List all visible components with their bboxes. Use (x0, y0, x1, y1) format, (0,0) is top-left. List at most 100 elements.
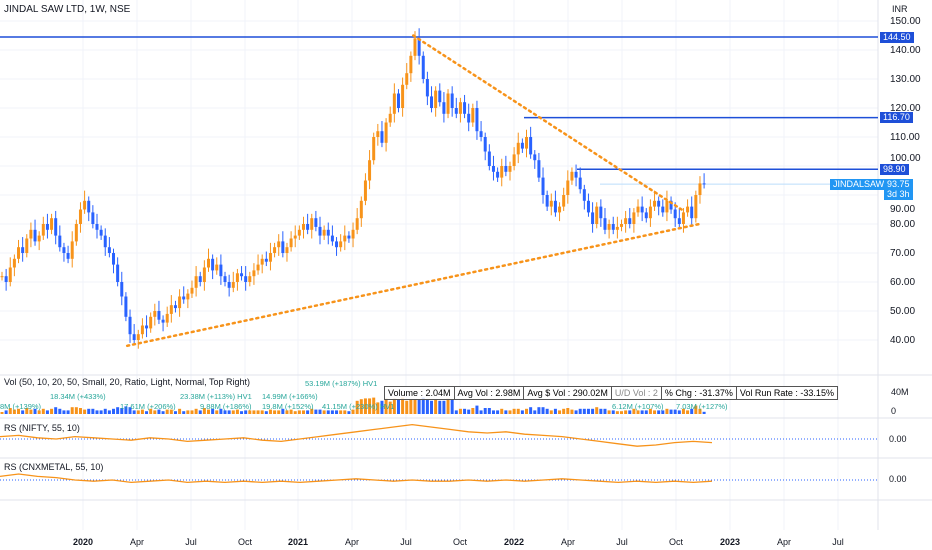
volume-bar (107, 410, 111, 414)
volume-bar (690, 408, 694, 414)
candle-body (91, 212, 95, 224)
candle-body (500, 166, 504, 178)
volume-bar (99, 410, 103, 414)
volume-bar (227, 410, 231, 414)
rs-nifty-zero: 0.00 (889, 434, 907, 444)
volume-bar (83, 409, 87, 414)
volume-bar (281, 408, 285, 414)
x-tick-label: Oct (453, 537, 468, 547)
candle-body (252, 270, 256, 277)
y-tick-label: 120.00 (890, 103, 921, 114)
volume-bar (50, 408, 54, 414)
stat-avg-dollar-vol: Avg $ Vol : 290.02M (524, 387, 612, 399)
candle-body (145, 325, 149, 329)
candle-body (603, 218, 607, 230)
stat-run-rate: Vol Run Rate : -33.15% (739, 388, 834, 398)
volume-bar (310, 408, 314, 414)
stat-avg-vol: Avg Vol : 2.98M (455, 387, 525, 399)
volume-bar (500, 408, 504, 414)
volume-annotation: 9.88M (+186%) (200, 402, 252, 411)
volume-bar (116, 407, 120, 414)
candle-body (628, 218, 632, 224)
volume-bar (306, 410, 310, 414)
candle-body (702, 183, 706, 185)
candle-body (223, 276, 227, 282)
x-tick-label: Oct (669, 537, 684, 547)
candle-body (45, 224, 49, 230)
volume-bar (446, 398, 450, 414)
candle-body (248, 276, 252, 282)
candle-body (512, 154, 516, 166)
candle-body (120, 282, 124, 297)
volume-bar (169, 409, 173, 414)
volume-bar (644, 410, 648, 414)
candle-body (413, 38, 417, 56)
candle-body (149, 316, 153, 329)
candle-body (677, 218, 681, 224)
y-tick-label: 70.00 (890, 248, 915, 259)
volume-bar (702, 411, 706, 414)
volume-bar (4, 410, 8, 414)
volume-annotation: 19.8M (+152%) (262, 402, 314, 411)
candle-body (235, 273, 239, 282)
volume-annotation: 6.12M (+107%) (612, 402, 664, 411)
volume-bar (467, 409, 471, 414)
candle-body (54, 218, 58, 236)
rs_nifty-line (0, 423, 713, 447)
x-tick-label: Apr (130, 537, 144, 547)
candle-body (545, 195, 549, 207)
candle-body (293, 235, 297, 239)
candle-body (244, 276, 248, 282)
candle-body (29, 229, 33, 239)
candle-body (78, 209, 82, 224)
volume-bar (157, 409, 161, 414)
volume-bar (149, 408, 153, 414)
price-tag-98: 98.90 (880, 164, 909, 175)
price-tag-116: 116.70 (880, 112, 913, 123)
volume-bar (615, 411, 619, 414)
volume-bar (244, 410, 248, 414)
candle-body (281, 241, 285, 253)
candle-body (694, 195, 698, 219)
candle-body (112, 253, 116, 265)
candle-body (442, 102, 446, 114)
volume-annotation: 14.99M (+166%) (262, 392, 318, 401)
volume-bar (681, 408, 685, 414)
candle-body (681, 212, 685, 224)
candle-body (582, 189, 586, 201)
candle-body (322, 229, 326, 236)
x-tick-label: 2021 (288, 537, 308, 547)
volume-bar (388, 401, 392, 414)
candle-body (273, 247, 277, 253)
volume-bar (355, 400, 359, 414)
candle-body (570, 171, 574, 181)
volume-bar (508, 410, 512, 414)
volume-bar (161, 411, 165, 414)
x-tick-label: Jul (832, 537, 844, 547)
volume-bar (657, 410, 661, 414)
volume-annotation: 18.34M (+433%) (50, 392, 106, 401)
volume-bar (520, 410, 524, 414)
candle-body (124, 296, 128, 317)
candle-body (202, 267, 206, 282)
candle-body (653, 200, 657, 207)
volume-bar (235, 409, 239, 414)
candle-body (405, 73, 409, 85)
candle-body (277, 241, 281, 248)
volume-bar (574, 410, 578, 414)
volume-bar (611, 410, 615, 414)
volume-bar (54, 407, 58, 414)
candle-body (607, 224, 611, 230)
volume-bar (194, 408, 198, 414)
volume-bar (112, 408, 116, 414)
candle-body (586, 200, 590, 213)
volume-bar (0, 412, 4, 414)
volume-bar (533, 410, 537, 414)
volume-bar (417, 399, 421, 414)
volume-bar (318, 409, 322, 414)
candle-body (169, 305, 173, 314)
volume-bar (413, 399, 417, 414)
volume-bar (165, 409, 169, 414)
volume-bar (380, 400, 384, 414)
